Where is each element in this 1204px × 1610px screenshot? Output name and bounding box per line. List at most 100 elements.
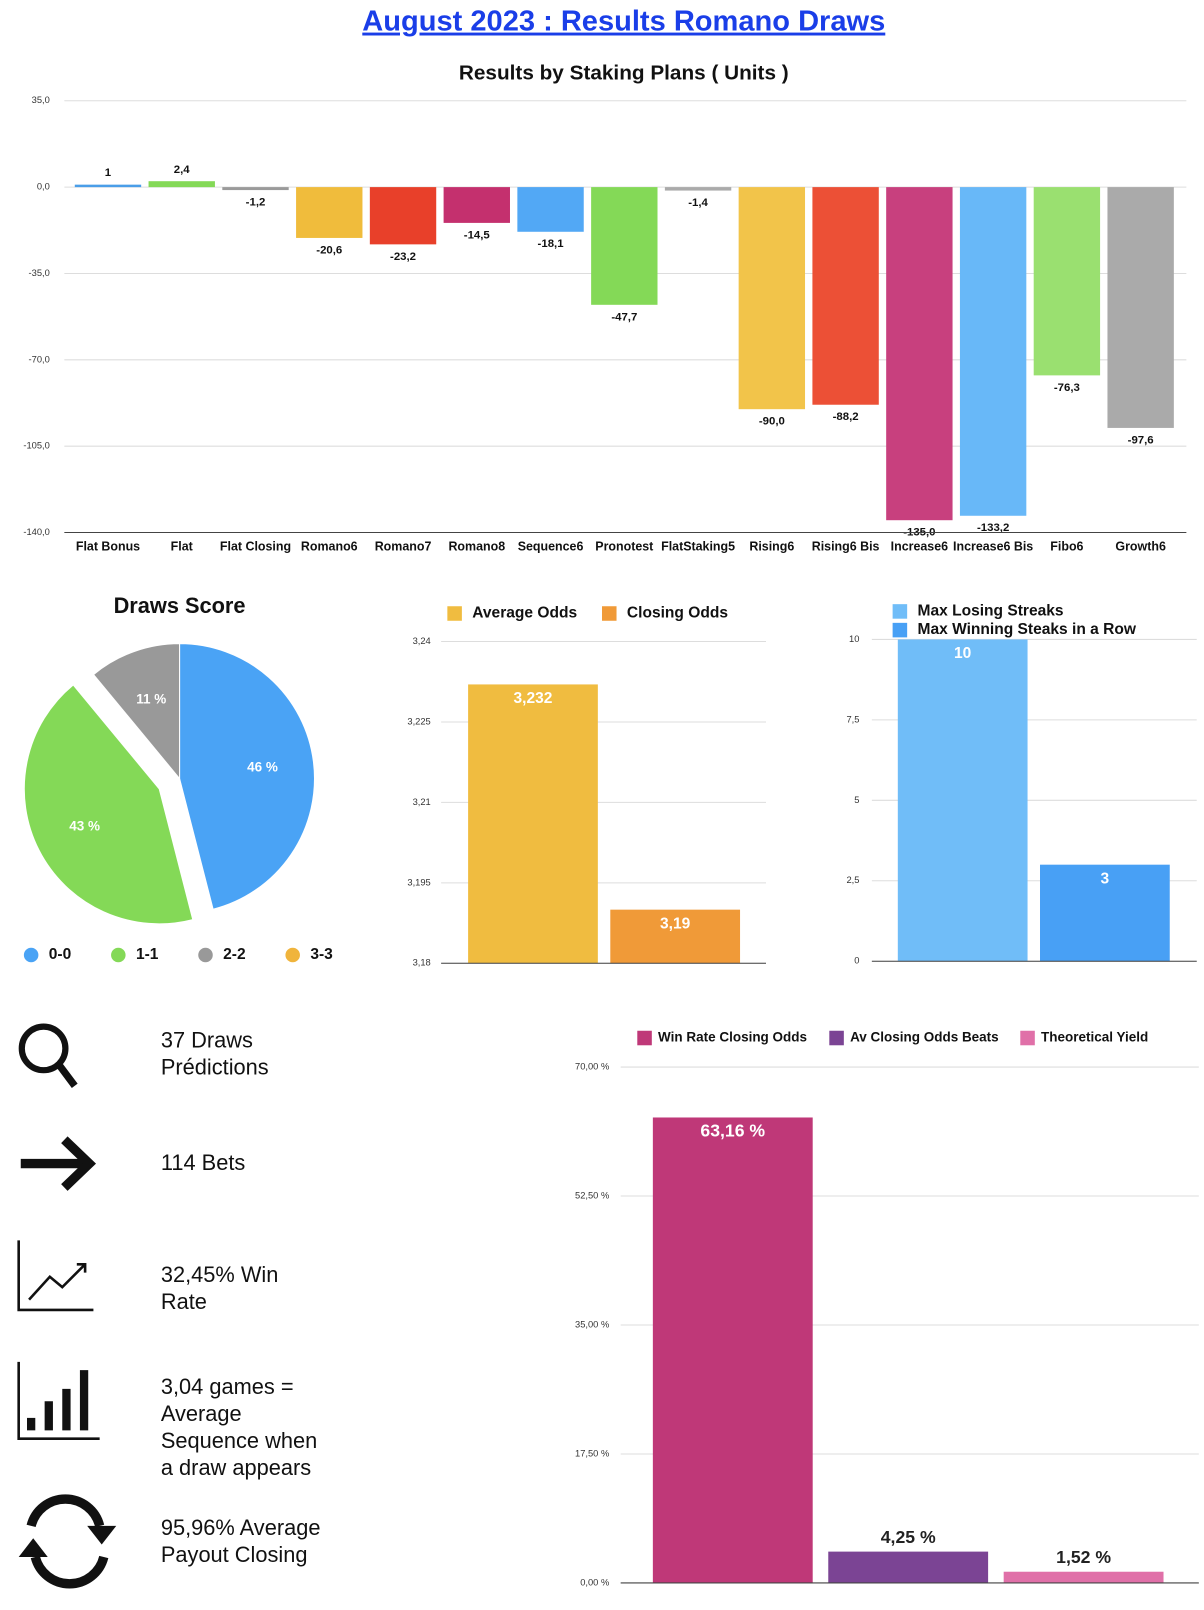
y-tick-label: 0: [854, 956, 859, 966]
x-tick-label: Romano8: [448, 539, 505, 553]
y-tick-label: 3,195: [407, 877, 430, 887]
legend-swatch: [892, 604, 908, 619]
y-tick-label: 10: [849, 634, 859, 644]
bar: [296, 187, 363, 238]
bars-icon: [17, 1361, 100, 1440]
bar: [443, 187, 510, 223]
value-label: -88,2: [833, 411, 859, 423]
y-tick-label: 35,00 %: [575, 1319, 609, 1329]
x-tick-label: Flat Bonus: [76, 539, 140, 553]
stat-text: 114 Bets: [160, 1151, 246, 1176]
x-tick-label: Rising6 Bis: [812, 539, 880, 553]
bar: [222, 187, 289, 191]
x-tick-label: Romano7: [375, 539, 432, 553]
value-label: -76,3: [1054, 382, 1080, 394]
pie-slice: [23, 684, 194, 925]
value-label: -97,6: [1128, 434, 1154, 446]
y-tick-label: 5: [854, 795, 859, 805]
value-label: -47,7: [611, 311, 637, 323]
x-tick-label: Increase6 Bis: [953, 539, 1033, 553]
bar: [1003, 1571, 1164, 1583]
y-tick-label: 52,50 %: [575, 1191, 609, 1201]
bar: [591, 187, 658, 305]
value-label: 3,19: [660, 915, 691, 932]
x-tick-label: Fibo6: [1050, 539, 1083, 553]
value-label: -1,2: [246, 197, 266, 209]
bar: [664, 187, 732, 191]
legend-swatch: [829, 1030, 844, 1046]
stat-text: 3,04 games = Average Sequence when a dra…: [160, 1375, 318, 1481]
x-tick-label: FlatStaking5: [661, 539, 735, 553]
legend-swatch: [285, 947, 300, 963]
bar: [468, 684, 598, 964]
bar: [369, 187, 437, 245]
y-tick-label: 70,00 %: [575, 1062, 609, 1072]
pie-slice: [179, 643, 315, 910]
x-tick-label: Increase6: [891, 539, 948, 553]
value-label: -1,4: [688, 197, 708, 209]
legend-label: Max Winning Steaks in a Row: [918, 621, 1137, 638]
y-tick-label: -105,0: [23, 441, 49, 451]
legend-swatch: [637, 1030, 652, 1046]
bar: [886, 187, 953, 521]
value-label: -90,0: [759, 416, 785, 428]
page-title[interactable]: August 2023 : Results Romano Draws: [362, 6, 885, 38]
legend-label: Av Closing Odds Beats: [850, 1030, 999, 1045]
bar: [959, 187, 1027, 516]
value-label: -23,2: [390, 251, 416, 263]
value-label: 3: [1101, 870, 1110, 887]
value-label: 2,4: [174, 164, 191, 176]
y-tick-label: -140,0: [23, 527, 49, 537]
x-tick-label: Rising6: [749, 539, 794, 553]
y-tick-label: -70,0: [29, 354, 50, 364]
bar: [148, 181, 215, 188]
value-label: -20,6: [316, 244, 342, 256]
stat-box: 37 Draws Prédictions: [161, 1029, 269, 1080]
bar: [897, 639, 1028, 962]
value-label: -18,1: [538, 238, 565, 250]
x-tick-label: Sequence6: [518, 539, 584, 553]
value-label: 11 %: [136, 691, 166, 706]
icons: [17, 1023, 117, 1589]
stat-box: 95,96% Average Payout Closing: [161, 1517, 321, 1568]
legend-label: 2-2: [223, 946, 246, 963]
legend-swatch: [602, 606, 617, 621]
bar: [610, 909, 741, 964]
trend-icon: [17, 1240, 94, 1312]
bar: [812, 187, 879, 405]
legend-swatch: [23, 947, 39, 963]
value-label: 46 %: [247, 760, 278, 775]
x-tick-label: Flat Closing: [220, 539, 291, 553]
value-label: 3,232: [514, 690, 553, 707]
refresh-icon: [18, 1494, 117, 1589]
legend-label: Average Odds: [472, 605, 577, 622]
bar: [738, 187, 806, 410]
bar: [74, 184, 142, 188]
legend-label: Theoretical Yield: [1041, 1030, 1148, 1045]
y-tick-label: 0,0: [37, 182, 50, 192]
bar: [1040, 864, 1170, 962]
legend-label: Win Rate Closing Odds: [658, 1030, 807, 1045]
value-label: 10: [954, 645, 972, 662]
x-tick-label: Flat: [171, 539, 193, 553]
legend-label: 3-3: [310, 946, 333, 963]
stat-box: 3,04 games = Average Sequence when a dra…: [160, 1375, 318, 1481]
value-label: -133,2: [977, 522, 1009, 534]
value-label: 4,25 %: [881, 1527, 936, 1547]
y-tick-label: 7,5: [846, 714, 859, 724]
x-tick-label: Romano6: [301, 539, 358, 553]
legend-label: 0-0: [49, 946, 72, 963]
y-tick-label: 3,18: [413, 958, 431, 968]
pie-slice: [92, 643, 181, 780]
legend-swatch: [892, 622, 908, 638]
legend-label: 1-1: [136, 946, 159, 963]
stat-box: 114 Bets: [160, 1151, 246, 1176]
bar: [828, 1551, 989, 1583]
value-label: 43 %: [69, 818, 100, 833]
legend-swatch: [111, 947, 126, 963]
stat-box: 32,45% Win Rate: [161, 1263, 279, 1314]
y-tick-label: 0,00 %: [580, 1577, 609, 1587]
chart-title: Results by Staking Plans ( Units ): [459, 61, 789, 84]
y-tick-label: 2,5: [846, 875, 859, 885]
